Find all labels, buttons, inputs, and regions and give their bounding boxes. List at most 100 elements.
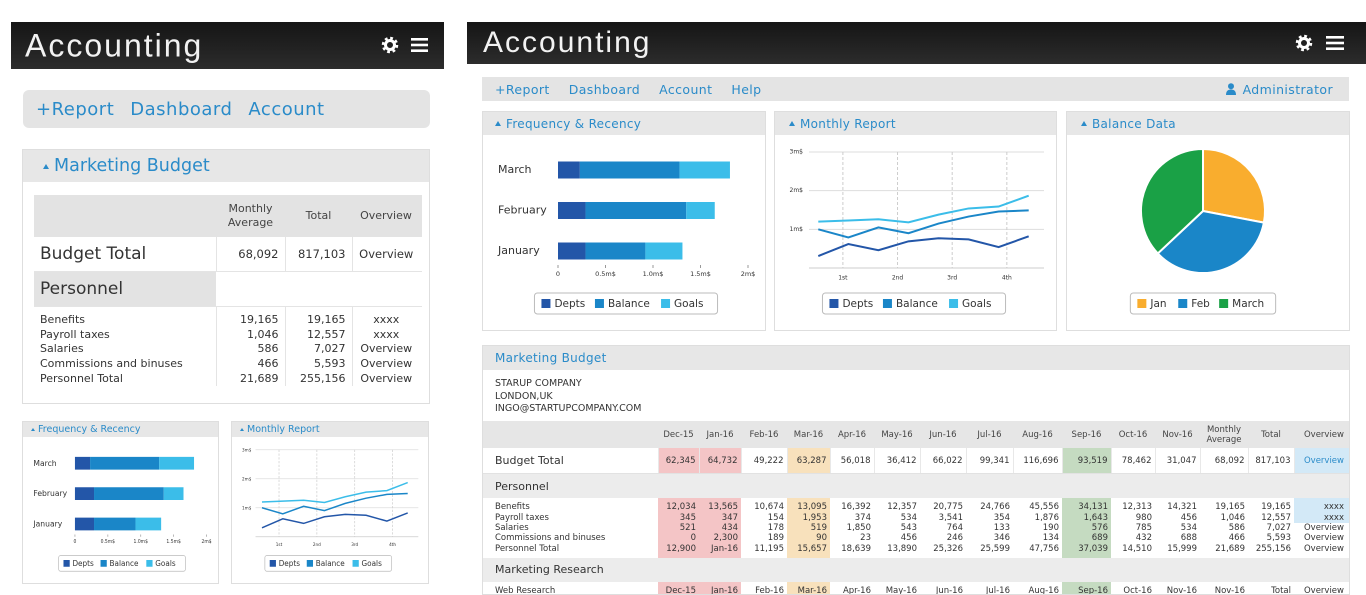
row-label: Budget Total bbox=[483, 448, 658, 474]
cell: 817,103 bbox=[284, 237, 352, 272]
cell bbox=[1013, 473, 1062, 498]
nav-item[interactable]: Account bbox=[659, 81, 713, 97]
table-row: Benefits 12,034 13,565 10,674 13,095 16,392 12… bbox=[483, 498, 1349, 513]
legend-label: Goals bbox=[155, 559, 175, 568]
balance-card: Balance Data Jan Feb March bbox=[1066, 111, 1350, 331]
monthly-card: Monthly Report 1m$ 2m$ 3m$ 1st 2nd 3rd 4th Dept… bbox=[231, 421, 429, 584]
cell: 99,341 bbox=[965, 448, 1013, 474]
column-header: Overview bbox=[352, 195, 422, 237]
card-header: Monthly Report bbox=[775, 112, 1056, 135]
cell: 1,643 bbox=[1062, 512, 1111, 523]
cell: 93,519 bbox=[1061, 448, 1111, 474]
cell: Feb-16 bbox=[755, 586, 784, 595]
bar-segment bbox=[135, 517, 162, 531]
cell: 14,510 bbox=[1122, 543, 1152, 554]
cell: 36,412 bbox=[873, 448, 920, 474]
legend-swatch bbox=[1178, 299, 1188, 308]
header-icons[interactable] bbox=[379, 34, 435, 56]
legend-swatch bbox=[1137, 299, 1147, 308]
row-label: Benefits bbox=[40, 313, 86, 327]
card-header: Marketing Budget bbox=[23, 150, 429, 182]
nav-item[interactable]: Help bbox=[731, 81, 762, 97]
cell: Aug-16 bbox=[1028, 586, 1059, 595]
series-line bbox=[818, 209, 1029, 239]
cell: xxxx bbox=[351, 306, 422, 328]
cell: Overview bbox=[351, 237, 422, 272]
nav-item[interactable]: +Report bbox=[495, 81, 550, 97]
balance-chart: Jan Feb March bbox=[1129, 147, 1277, 315]
nav-item[interactable]: Dashboard bbox=[568, 81, 641, 97]
x-tick-label: 1st bbox=[276, 542, 283, 548]
cell: Total bbox=[1271, 586, 1291, 595]
cell: 374 bbox=[854, 512, 871, 523]
pie-slice bbox=[1140, 147, 1204, 255]
cell: xxxx bbox=[1294, 498, 1349, 513]
cell: 90 bbox=[787, 533, 830, 544]
cell: 16,392 bbox=[841, 502, 871, 513]
table-row: Salaries 521 434 178 519 1,850 543 764 133 190 576… bbox=[483, 522, 1349, 534]
column-header: Oct-16 bbox=[1111, 421, 1155, 448]
table-row: Web Research Dec-15 Jan-16 Feb-16 Mar-16 Apr-… bbox=[483, 581, 1349, 595]
pie-slice bbox=[1156, 209, 1266, 274]
nav-item[interactable]: +Report bbox=[36, 98, 115, 120]
cell: 154 bbox=[767, 512, 784, 523]
cell: 64,732 bbox=[698, 448, 741, 474]
series-line bbox=[261, 492, 408, 515]
nav-item[interactable]: Dashboard bbox=[130, 98, 233, 120]
cell bbox=[787, 557, 830, 582]
cell bbox=[1013, 557, 1062, 582]
cell: 49,222 bbox=[740, 448, 787, 474]
series-line bbox=[261, 481, 408, 504]
app-title: Accounting bbox=[483, 26, 652, 59]
category-label: January bbox=[32, 519, 62, 528]
cell bbox=[699, 557, 741, 582]
card-title: Frequency & Recency bbox=[506, 116, 642, 131]
legend-label: Depts bbox=[279, 559, 300, 568]
cell: xxxx bbox=[351, 327, 422, 343]
legend-swatch bbox=[661, 299, 671, 308]
cell: 19,165 bbox=[215, 306, 285, 328]
legend-swatch bbox=[306, 560, 313, 567]
column-header: Total bbox=[1248, 421, 1294, 448]
column-header: May-16 bbox=[874, 421, 920, 448]
table-row: Salaries 586 7,027 Overview bbox=[34, 342, 422, 357]
cell: 543 bbox=[900, 522, 917, 533]
cell: 19,165 bbox=[1215, 502, 1245, 513]
row-label: Payroll taxes bbox=[495, 512, 549, 523]
cell: 3,541 bbox=[938, 512, 963, 523]
user-menu[interactable]: Administrator bbox=[1225, 82, 1333, 97]
legend-swatch bbox=[146, 560, 153, 567]
cell: 764 bbox=[946, 522, 963, 533]
cell: 255,156 bbox=[1255, 543, 1291, 554]
row-label: Salaries bbox=[495, 522, 529, 533]
cell: 246 bbox=[946, 533, 963, 544]
table-row: Commissions and binuses 466 5,593 Overview bbox=[34, 356, 422, 372]
cell bbox=[741, 557, 787, 582]
cell: Overview bbox=[1303, 543, 1344, 554]
series-line bbox=[817, 235, 1030, 257]
cell: 456 bbox=[900, 533, 917, 544]
cell: Dec-15 bbox=[658, 581, 699, 594]
y-tick-label: 1m$ bbox=[790, 226, 804, 233]
header-cell bbox=[483, 421, 658, 448]
x-tick-label: 1.5m$ bbox=[690, 270, 711, 278]
cell: 521 bbox=[658, 522, 699, 534]
x-tick-label: 0 bbox=[556, 270, 560, 278]
monthly-card: Monthly Report 1m$ 2m$ 3m$ 1st 2nd 3rd 4th Dept… bbox=[774, 111, 1057, 331]
table-row: Commissions and binuses 0 2,300 189 90 23 456 2… bbox=[483, 533, 1349, 544]
y-tick-label: 3m$ bbox=[790, 149, 804, 156]
cell: 78,462 bbox=[1110, 448, 1155, 474]
cell: 56,018 bbox=[829, 448, 874, 474]
cell bbox=[1062, 557, 1111, 582]
cell: May-16 bbox=[885, 586, 917, 595]
nav-item[interactable]: Account bbox=[248, 98, 325, 120]
legend-swatch bbox=[352, 560, 359, 567]
x-tick-label: 2nd bbox=[313, 542, 321, 548]
section-row: Personnel bbox=[483, 473, 1349, 498]
cell: 7,027 bbox=[284, 342, 352, 357]
legend-swatch bbox=[882, 299, 892, 308]
cell: Sep-16 bbox=[1062, 581, 1111, 594]
header-icons[interactable] bbox=[1293, 32, 1349, 54]
cell: Jan-16 bbox=[699, 581, 741, 594]
column-header: Overview bbox=[1294, 421, 1349, 448]
